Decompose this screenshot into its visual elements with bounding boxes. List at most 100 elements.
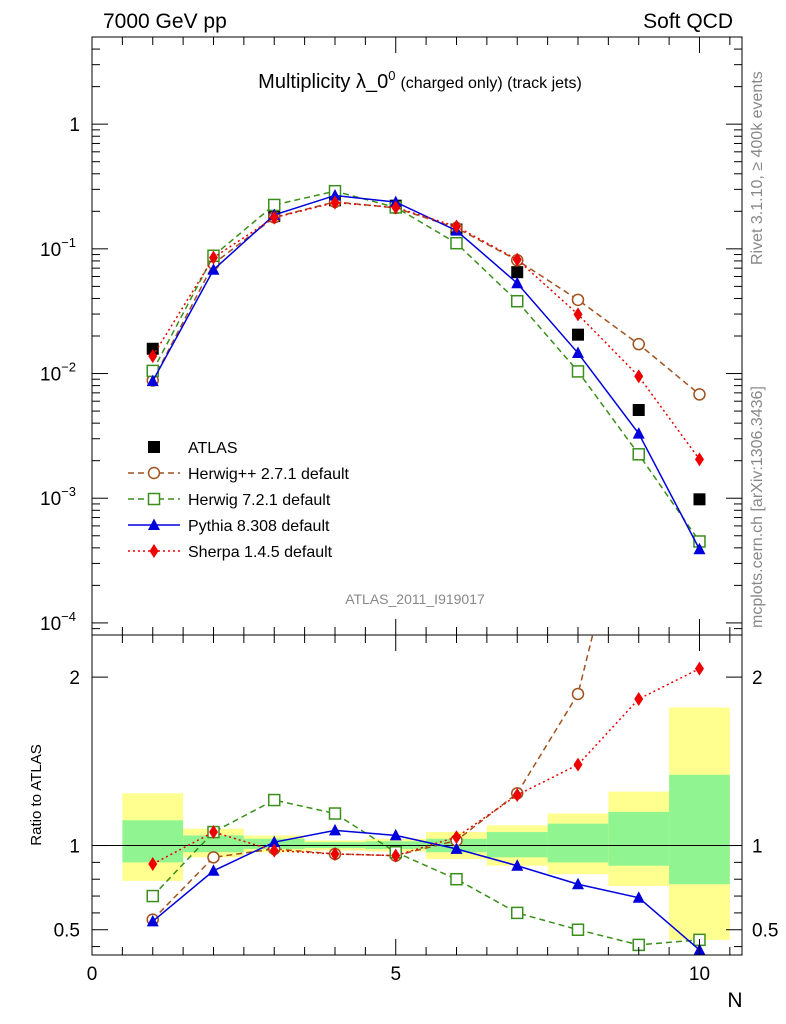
main-point-sherpa <box>694 452 704 467</box>
legend-label-herwig7: Herwig 7.2.1 default <box>188 492 331 509</box>
ratio-y-tick-label-right: 0.5 <box>752 921 778 942</box>
main-point-herwig7 <box>632 448 645 461</box>
ratio-point-pythia <box>571 877 584 890</box>
ratio-point-herwig7 <box>450 872 463 886</box>
ratio-point-sherpa <box>208 825 218 840</box>
main-point-atlas <box>693 493 706 506</box>
ratio-point-pythia <box>389 828 402 841</box>
ratio-y-tick-label-right: 1 <box>752 837 763 858</box>
ratio-point-pythia <box>511 859 524 871</box>
energy-label: 7000 GeV pp <box>103 10 227 33</box>
ratio-band-inner <box>547 823 609 863</box>
y-tick-label: 10−2 <box>40 360 76 386</box>
main-point-sherpa <box>451 219 461 234</box>
main-plot-area: 110−110−210−310−4 <box>40 36 742 636</box>
main-point-pythia <box>328 188 341 201</box>
ratio-point-pythia <box>632 891 645 903</box>
main-point-sherpa <box>391 200 401 215</box>
ratio-point-pythia <box>328 823 341 836</box>
main-point-herwig7 <box>571 365 585 378</box>
ratio-point-herwig7 <box>510 906 524 920</box>
main-point-herwigpp <box>632 337 645 351</box>
ratio-y-tick-label-left: 1 <box>69 837 80 858</box>
y-tick-label: 10−1 <box>40 235 76 261</box>
ratio-point-sherpa <box>512 788 522 802</box>
main-point-pythia <box>693 542 706 555</box>
ratio-y-tick-label-left: 0.5 <box>54 921 80 942</box>
main-point-pythia <box>207 263 220 275</box>
main-point-herwigpp <box>571 293 585 307</box>
ratio-band-inner <box>122 820 184 863</box>
ratio-point-pythia <box>268 835 281 848</box>
process-label: Soft QCD <box>643 10 733 33</box>
ratio-point-herwig7 <box>146 889 159 903</box>
ratio-point-sherpa <box>391 848 401 863</box>
ratio-point-sherpa <box>573 757 583 772</box>
ratio-point-pythia <box>207 864 220 876</box>
main-line-sherpa <box>152 201 701 460</box>
main-line-pythia <box>152 194 701 550</box>
ratio-plot-area: 0.5 0.5 1 1 2 2 0 5 10 <box>54 635 778 985</box>
rivet-version-label: Rivet 3.1.10, ≥ 400k events <box>749 71 766 265</box>
x-tick-label: 10 <box>689 964 710 985</box>
legend-label-sherpa: Sherpa 1.4.5 default <box>188 544 333 561</box>
ratio-point-sherpa <box>451 830 461 845</box>
main-point-sherpa <box>512 252 522 267</box>
main-point-sherpa <box>208 250 218 265</box>
main-point-sherpa <box>330 195 340 210</box>
x-tick-label: 5 <box>390 964 401 985</box>
analysis-id-label: ATLAS_2011_I919017 <box>345 591 485 607</box>
y-tick-label-base: 10 <box>40 240 61 261</box>
main-point-sherpa <box>573 307 583 322</box>
main-line-herwigpp <box>152 201 700 395</box>
ratio-y-tick-label-right: 2 <box>752 668 763 689</box>
main-point-atlas <box>511 266 524 279</box>
legend-label-pythia: Pythia 8.308 default <box>188 518 330 535</box>
x-tick-label: 0 <box>87 964 98 985</box>
legend: ATLAS Herwig++ 2.7.1 default Herwig 7.2.1 … <box>128 440 350 561</box>
y-tick-label: 10−4 <box>40 609 76 635</box>
ratio-band-inner <box>608 811 670 866</box>
main-data-layer <box>146 184 706 555</box>
main-point-pythia <box>511 276 524 289</box>
ratio-band-inner <box>669 774 730 885</box>
ratio-point-sherpa <box>634 692 644 706</box>
chart-title: Multiplicity λ_00 (charged only) (track j… <box>258 68 582 93</box>
main-point-herwig7 <box>510 294 524 308</box>
ratio-point-sherpa <box>694 661 704 676</box>
legend-marker-pythia <box>148 518 160 530</box>
ratio-point-sherpa <box>269 843 279 858</box>
legend-label-atlas: ATLAS <box>188 440 238 457</box>
y-tick-label-base: 10 <box>40 614 61 635</box>
y-tick-label-exponent: −4 <box>61 609 76 624</box>
ratio-point-herwig7 <box>267 793 281 807</box>
ratio-y-axis-label: Ratio to ATLAS <box>28 744 45 845</box>
ratio-y-tick-label-left: 2 <box>69 668 80 689</box>
ratio-data-layer <box>92 635 742 955</box>
y-tick-label-exponent: −1 <box>61 235 76 250</box>
main-point-atlas <box>632 403 645 416</box>
x-axis-label: N <box>727 989 742 1012</box>
ratio-point-pythia <box>450 842 463 854</box>
ratio-point-sherpa <box>330 846 340 861</box>
y-tick-label-base: 10 <box>40 489 61 510</box>
ratio-point-sherpa <box>148 857 158 872</box>
legend-marker-herwig7 <box>147 492 161 506</box>
y-tick-label: 10−3 <box>40 484 76 510</box>
legend-marker-atlas <box>148 441 160 453</box>
main-point-pythia <box>571 346 584 359</box>
main-point-pythia <box>632 427 645 439</box>
main-point-sherpa <box>269 210 279 225</box>
y-tick-label-base: 10 <box>40 365 61 386</box>
ratio-point-pythia <box>146 914 159 927</box>
y-tick-label-exponent: −2 <box>61 360 76 375</box>
main-point-sherpa <box>634 369 644 384</box>
legend-marker-herwigpp <box>147 466 161 480</box>
ratio-line-herwig7 <box>152 799 700 946</box>
y-tick-label-base: 1 <box>69 115 80 136</box>
chart-title-main: Multiplicity λ_0 <box>258 71 388 93</box>
legend-label-herwigpp: Herwig++ 2.7.1 default <box>188 466 350 483</box>
y-tick-label: 1 <box>69 115 80 136</box>
ratio-point-herwigpp <box>571 687 585 701</box>
